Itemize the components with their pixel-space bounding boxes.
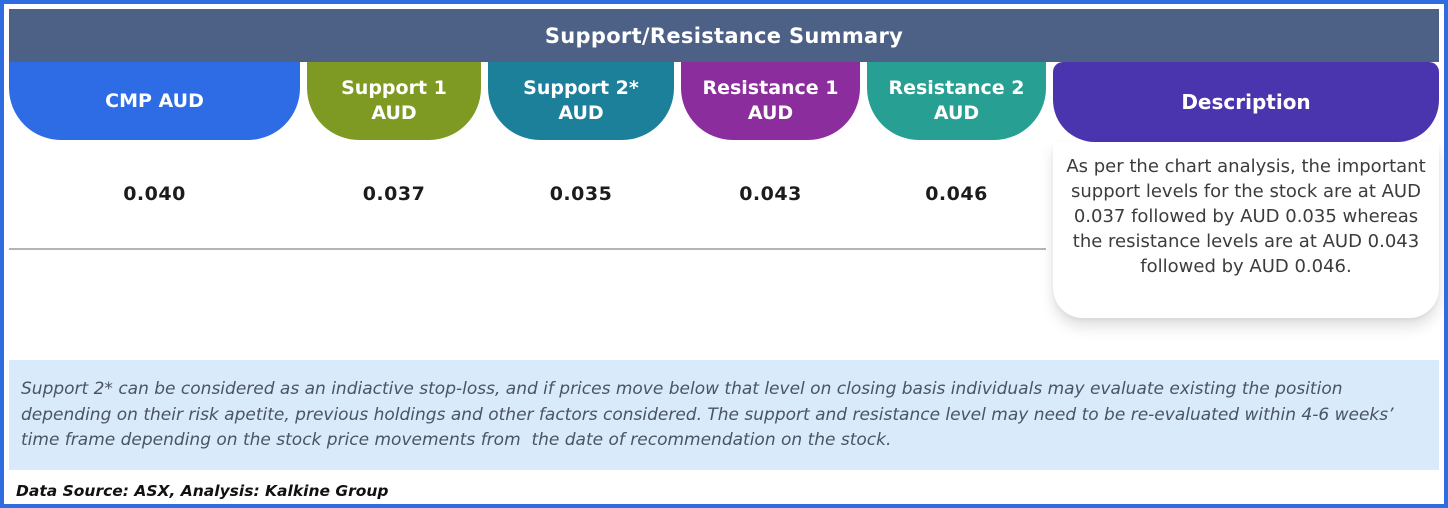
table-title-bar: Support/Resistance Summary (9, 9, 1439, 62)
value-cmp: 0.040 (123, 183, 186, 205)
table-title: Support/Resistance Summary (544, 23, 904, 48)
table-body: CMP AUD Support 1 AUD Support 2* AUD Res… (9, 62, 1439, 318)
data-source-line: Data Source: ASX, Analysis: Kalkine Grou… (16, 481, 389, 500)
value-resistance-1: 0.043 (739, 183, 802, 205)
description-text: As per the chart analysis, the important… (1066, 156, 1426, 277)
column-header-row: CMP AUD Support 1 AUD Support 2* AUD Res… (9, 62, 1046, 140)
footnote-box: Support 2* can be considered as an india… (9, 360, 1439, 470)
column-header-support-1: Support 1 AUD (307, 62, 481, 140)
value-support-1: 0.037 (362, 183, 426, 205)
column-header-resistance-1: Resistance 1 AUD (681, 62, 860, 140)
description-column: Description As per the chart analysis, t… (1053, 62, 1439, 318)
column-header-support-2: Support 2* AUD (488, 62, 674, 140)
column-header-cmp: CMP AUD (9, 62, 300, 140)
column-header-resistance-2: Resistance 2 AUD (867, 62, 1046, 140)
table-left-section: CMP AUD Support 1 AUD Support 2* AUD Res… (9, 62, 1046, 318)
value-resistance-2: 0.046 (925, 183, 988, 205)
description-card: As per the chart analysis, the important… (1053, 142, 1439, 318)
values-row: 0.040 0.037 0.035 0.043 0.046 (9, 140, 1046, 250)
value-support-2: 0.035 (549, 183, 613, 205)
footnote-text: Support 2* can be considered as an india… (21, 379, 1399, 450)
column-header-description: Description (1053, 62, 1439, 142)
